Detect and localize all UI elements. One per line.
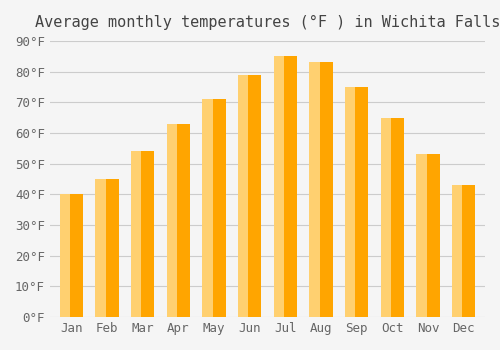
Bar <box>274 56 284 317</box>
Bar <box>452 185 475 317</box>
Bar <box>131 152 141 317</box>
Bar <box>166 124 177 317</box>
Bar <box>60 194 70 317</box>
Bar <box>202 99 226 317</box>
Bar <box>310 62 320 317</box>
Bar <box>238 75 248 317</box>
Bar <box>416 154 427 317</box>
Bar <box>131 152 154 317</box>
Bar <box>345 87 368 317</box>
Bar <box>202 99 213 317</box>
Bar <box>452 185 462 317</box>
Bar <box>345 87 356 317</box>
Bar <box>380 118 391 317</box>
Bar <box>416 154 440 317</box>
Bar <box>238 75 261 317</box>
Bar <box>96 179 106 317</box>
Bar <box>166 124 190 317</box>
Bar <box>274 56 297 317</box>
Bar <box>60 194 83 317</box>
Bar <box>96 179 118 317</box>
Title: Average monthly temperatures (°F ) in Wichita Falls: Average monthly temperatures (°F ) in Wi… <box>34 15 500 30</box>
Bar <box>310 62 332 317</box>
Bar <box>380 118 404 317</box>
